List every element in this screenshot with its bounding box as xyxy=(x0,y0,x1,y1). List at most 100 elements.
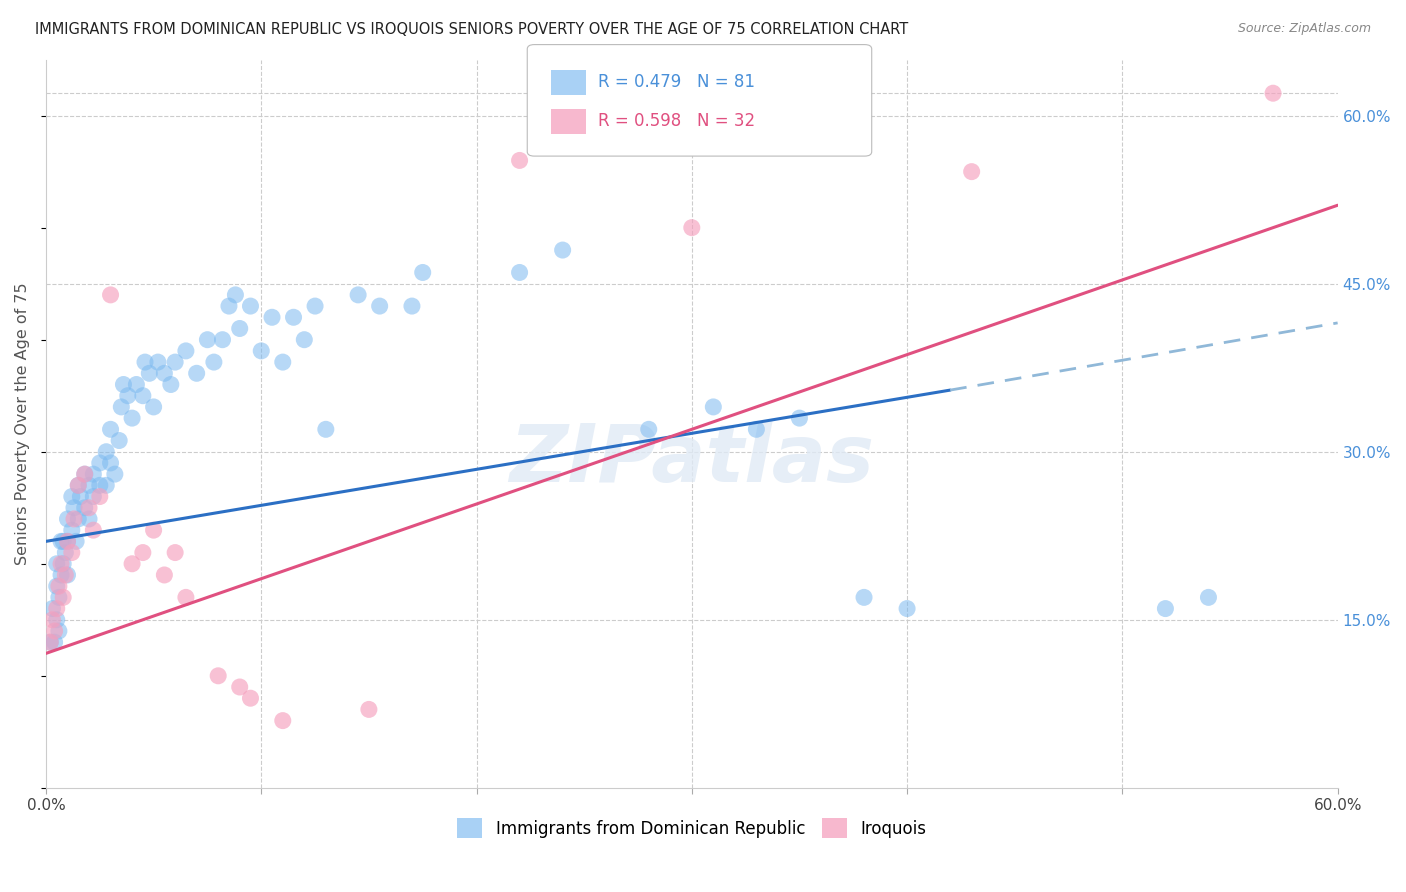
Point xyxy=(239,691,262,706)
Point xyxy=(174,591,197,605)
Point xyxy=(41,601,63,615)
Point xyxy=(271,355,294,369)
Point xyxy=(96,478,118,492)
Point xyxy=(63,512,86,526)
Point xyxy=(1261,86,1284,100)
Point xyxy=(52,591,75,605)
Point xyxy=(60,523,83,537)
Point xyxy=(357,702,380,716)
Point xyxy=(218,299,240,313)
Point xyxy=(73,467,96,482)
Point xyxy=(69,490,91,504)
Text: ZIPatlas: ZIPatlas xyxy=(509,421,875,500)
Point xyxy=(67,478,90,492)
Point xyxy=(142,523,165,537)
Point xyxy=(292,333,315,347)
Point xyxy=(67,512,90,526)
Point xyxy=(77,500,100,515)
Point xyxy=(315,422,337,436)
Point xyxy=(48,579,70,593)
Point xyxy=(96,444,118,458)
Point xyxy=(89,456,111,470)
Point xyxy=(112,377,135,392)
Point xyxy=(224,288,246,302)
Point xyxy=(52,557,75,571)
Point xyxy=(49,534,72,549)
Legend: Immigrants from Dominican Republic, Iroquois: Immigrants from Dominican Republic, Iroq… xyxy=(451,812,934,845)
Point xyxy=(165,545,187,559)
Point xyxy=(174,343,197,358)
Point xyxy=(121,411,143,425)
Point xyxy=(82,490,104,504)
Point xyxy=(228,680,250,694)
Point xyxy=(121,557,143,571)
Point xyxy=(134,355,156,369)
Point xyxy=(56,512,79,526)
Point xyxy=(207,669,229,683)
Point xyxy=(52,534,75,549)
Point xyxy=(60,490,83,504)
Point xyxy=(853,591,876,605)
Point xyxy=(89,478,111,492)
Point xyxy=(896,601,918,615)
Point xyxy=(100,456,122,470)
Point xyxy=(53,545,76,559)
Point xyxy=(82,523,104,537)
Point xyxy=(637,422,659,436)
Point xyxy=(110,400,132,414)
Point xyxy=(960,164,983,178)
Point xyxy=(368,299,391,313)
Point xyxy=(49,568,72,582)
Point xyxy=(108,434,131,448)
Point xyxy=(44,624,66,638)
Point xyxy=(304,299,326,313)
Point xyxy=(1198,591,1220,605)
Point xyxy=(89,490,111,504)
Point xyxy=(153,568,176,582)
Point xyxy=(73,467,96,482)
Point xyxy=(132,545,155,559)
Point xyxy=(65,534,87,549)
Point xyxy=(39,635,62,649)
Point xyxy=(60,545,83,559)
Point xyxy=(1154,601,1177,615)
Text: Source: ZipAtlas.com: Source: ZipAtlas.com xyxy=(1237,22,1371,36)
Point xyxy=(45,613,67,627)
Point xyxy=(260,310,283,325)
Point xyxy=(681,220,703,235)
Point xyxy=(702,400,724,414)
Y-axis label: Seniors Poverty Over the Age of 75: Seniors Poverty Over the Age of 75 xyxy=(15,283,30,565)
Point xyxy=(53,568,76,582)
Point xyxy=(153,367,176,381)
Point xyxy=(211,333,233,347)
Point xyxy=(63,500,86,515)
Point xyxy=(202,355,225,369)
Point xyxy=(412,265,434,279)
Point xyxy=(117,389,139,403)
Point xyxy=(45,601,67,615)
Point xyxy=(138,367,160,381)
Point xyxy=(142,400,165,414)
Point xyxy=(41,613,63,627)
Point xyxy=(551,243,574,257)
Point xyxy=(44,635,66,649)
Point xyxy=(104,467,127,482)
Point xyxy=(48,624,70,638)
Point xyxy=(132,389,155,403)
Text: R = 0.479   N = 81: R = 0.479 N = 81 xyxy=(598,73,755,91)
Point xyxy=(73,500,96,515)
Point xyxy=(56,534,79,549)
Point xyxy=(283,310,305,325)
Text: R = 0.598   N = 32: R = 0.598 N = 32 xyxy=(598,112,755,130)
Point xyxy=(48,591,70,605)
Point xyxy=(125,377,148,392)
Text: IMMIGRANTS FROM DOMINICAN REPUBLIC VS IROQUOIS SENIORS POVERTY OVER THE AGE OF 7: IMMIGRANTS FROM DOMINICAN REPUBLIC VS IR… xyxy=(35,22,908,37)
Point xyxy=(197,333,219,347)
Point xyxy=(100,422,122,436)
Point xyxy=(49,557,72,571)
Point xyxy=(509,153,531,168)
Point xyxy=(39,635,62,649)
Point xyxy=(186,367,208,381)
Point xyxy=(77,512,100,526)
Point xyxy=(77,478,100,492)
